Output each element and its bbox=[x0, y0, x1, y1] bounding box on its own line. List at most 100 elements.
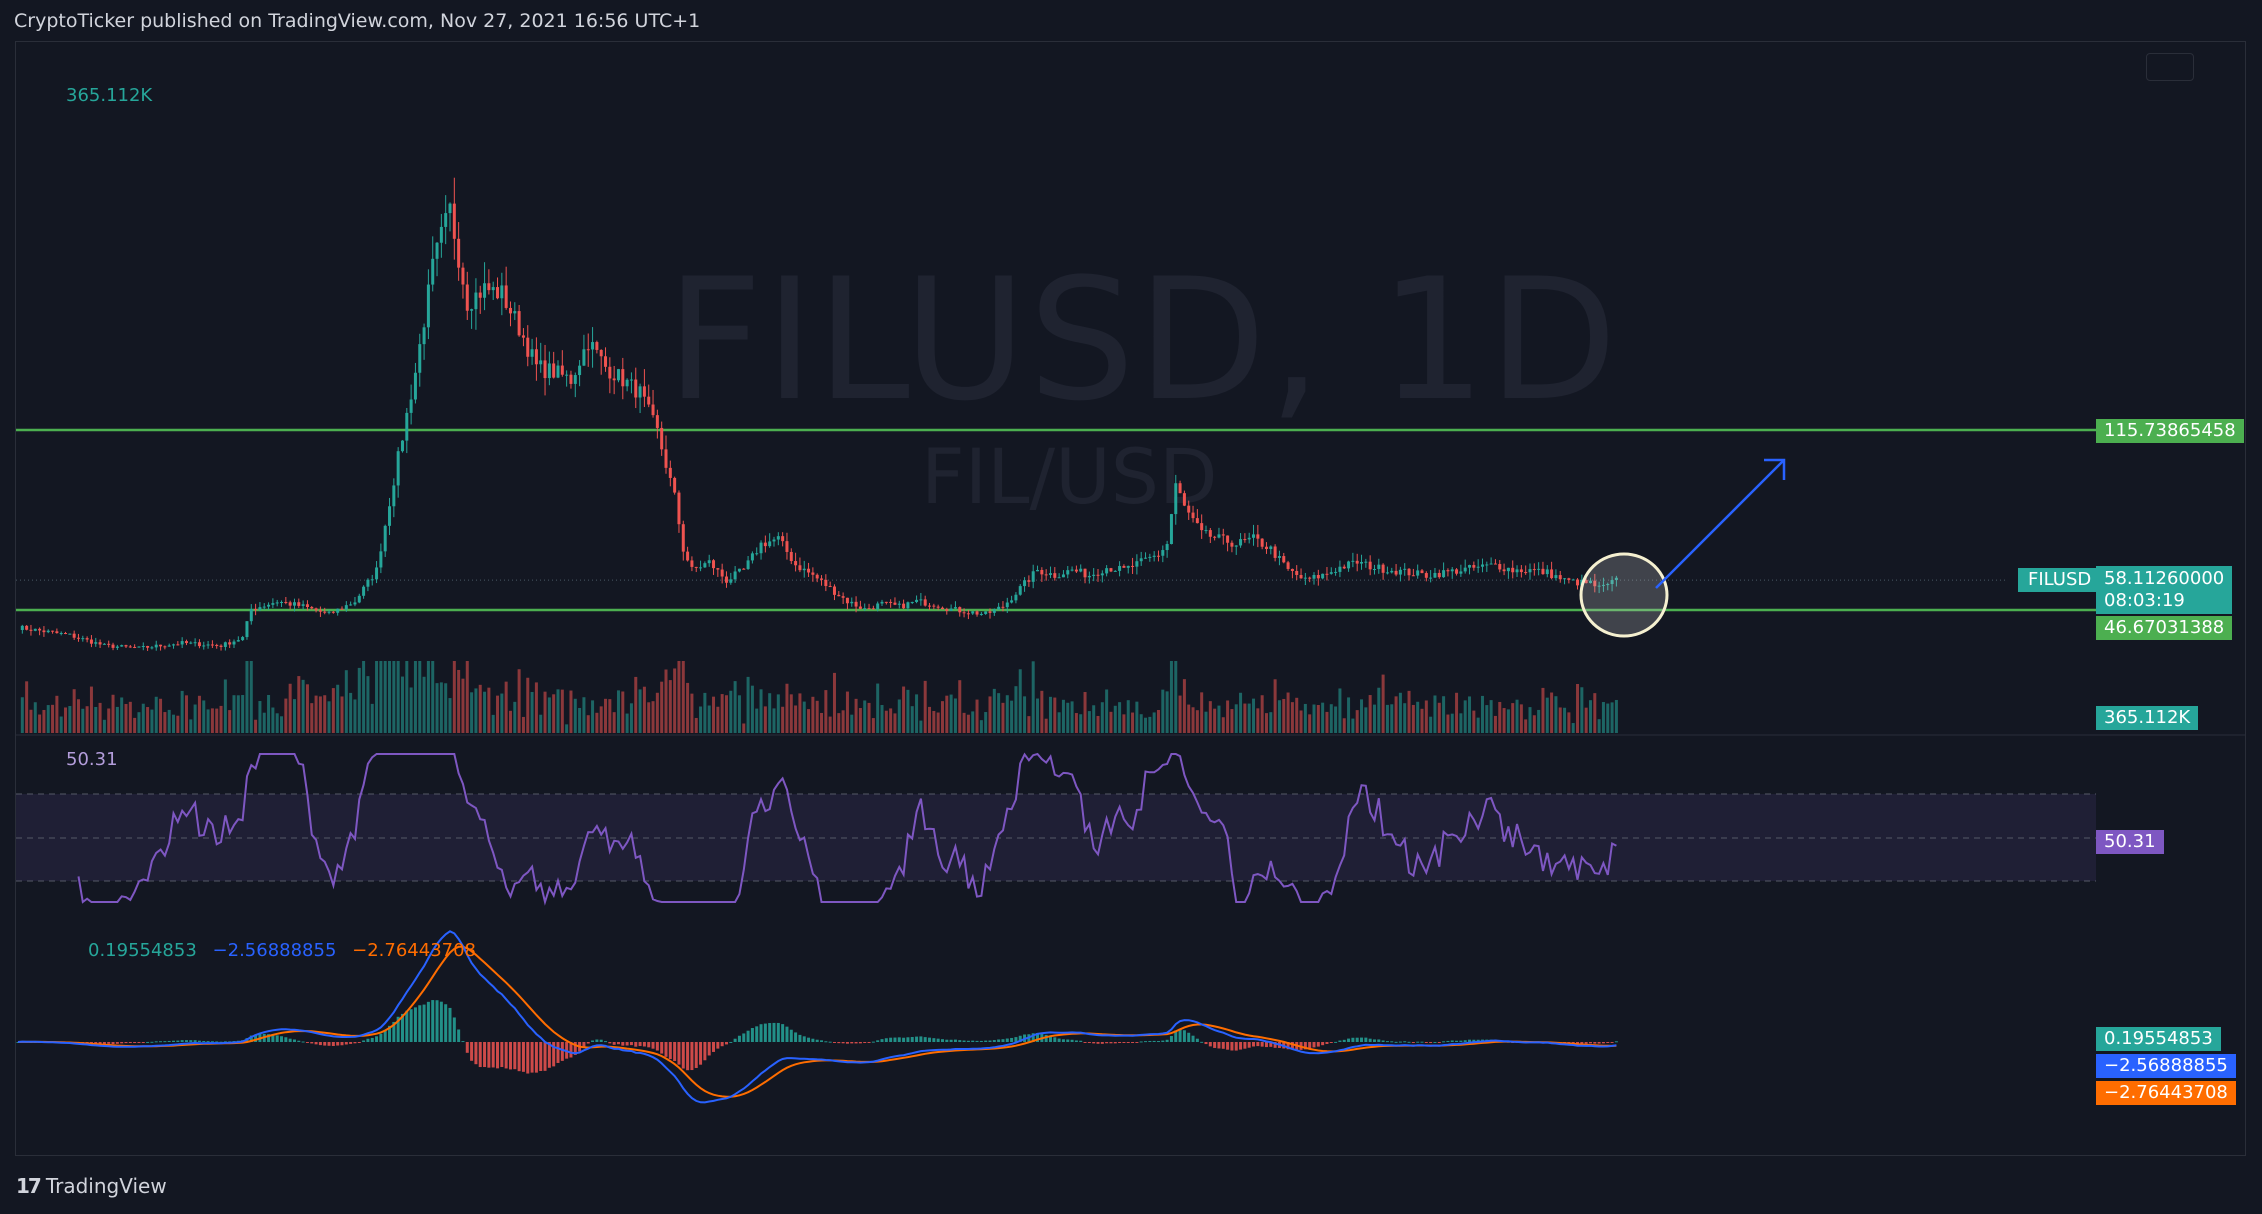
macd-histogram-bar bbox=[945, 1039, 949, 1042]
candle-body bbox=[1126, 565, 1130, 568]
macd-histogram-bar bbox=[1096, 1042, 1100, 1044]
macd-histogram-bar bbox=[400, 1013, 404, 1042]
volume-bar bbox=[621, 691, 625, 733]
macd-histogram-bar bbox=[383, 1029, 387, 1042]
candle-body bbox=[673, 477, 677, 493]
candle-body bbox=[543, 360, 547, 379]
macd-histogram-bar bbox=[651, 1042, 655, 1049]
macd-histogram-bar bbox=[724, 1042, 728, 1045]
volume-bar bbox=[915, 694, 919, 733]
candle-body bbox=[1584, 579, 1588, 584]
volume-bar bbox=[1083, 692, 1087, 733]
volume-bar bbox=[1122, 714, 1126, 733]
macd-histogram-bar bbox=[1316, 1042, 1320, 1047]
macd-histogram-bar bbox=[521, 1042, 525, 1072]
candle-body bbox=[1416, 570, 1420, 576]
candle-body bbox=[1420, 570, 1424, 574]
candle-body bbox=[552, 363, 556, 378]
candle-body bbox=[1273, 546, 1277, 558]
volume-bar bbox=[55, 695, 59, 733]
candle-body bbox=[1079, 568, 1083, 572]
candle-body bbox=[42, 630, 46, 633]
candle-body bbox=[357, 595, 361, 603]
volume-bar bbox=[94, 706, 98, 733]
macd-histogram-bar bbox=[483, 1042, 487, 1068]
volume-bar bbox=[1282, 698, 1286, 733]
candle-body bbox=[176, 644, 180, 646]
last-price-tag: 58.11260000 08:03:19 bbox=[2096, 566, 2233, 614]
candle-body bbox=[638, 386, 642, 398]
volume-bar bbox=[1256, 708, 1260, 733]
volume-bar bbox=[1493, 715, 1497, 733]
volume-bar bbox=[292, 699, 296, 733]
candle-body bbox=[1476, 566, 1480, 568]
macd-histogram-bar bbox=[500, 1042, 504, 1068]
candle-body bbox=[1437, 572, 1441, 578]
macd-histogram-bar bbox=[1070, 1039, 1074, 1042]
candle-body bbox=[167, 645, 171, 647]
macd-histogram-bar bbox=[16, 1042, 20, 1043]
macd-histogram-bar bbox=[781, 1024, 785, 1042]
macd-histogram-bar bbox=[867, 1042, 871, 1043]
volume-bar bbox=[1437, 702, 1441, 733]
macd-histogram-bar bbox=[897, 1037, 901, 1042]
candle-body bbox=[1489, 563, 1493, 565]
macd-histogram-bar bbox=[776, 1022, 780, 1042]
volume-bar bbox=[802, 701, 806, 733]
trend-arrow-head bbox=[1764, 458, 1786, 480]
candle-body bbox=[772, 539, 776, 542]
candle-body bbox=[1070, 569, 1074, 571]
tradingview-logo-icon: 17 bbox=[16, 1174, 42, 1198]
volume-bar bbox=[176, 715, 180, 733]
volume-bar bbox=[1420, 708, 1424, 733]
macd-histogram-bar bbox=[128, 1042, 132, 1043]
macd-histogram-bar bbox=[457, 1029, 461, 1042]
snapshot-button[interactable] bbox=[2146, 53, 2194, 81]
volume-bar bbox=[1213, 708, 1217, 733]
volume-bar bbox=[405, 661, 409, 733]
macd-histogram-bar bbox=[1437, 1042, 1441, 1043]
volume-bar bbox=[1398, 692, 1402, 733]
volume-bar bbox=[660, 681, 664, 733]
candle-body bbox=[742, 568, 746, 570]
volume-bar bbox=[1070, 701, 1074, 733]
macd-histogram-bar bbox=[444, 1004, 448, 1042]
candle-body bbox=[759, 542, 763, 554]
macd-histogram-bar bbox=[1252, 1042, 1256, 1047]
volume-bar bbox=[249, 661, 253, 733]
macd-histogram-bar bbox=[681, 1042, 685, 1069]
candle-body bbox=[137, 646, 141, 648]
candle-body bbox=[1372, 569, 1376, 571]
candle-body bbox=[1524, 572, 1528, 574]
candle-body bbox=[418, 344, 422, 373]
chart-frame[interactable]: FILUSD, 1D FIL/USD 365.112K 50.31 0.1955… bbox=[15, 41, 2246, 1156]
volume-bar bbox=[1485, 705, 1489, 733]
candle-body bbox=[647, 396, 651, 405]
macd-histogram-bar bbox=[1403, 1041, 1407, 1043]
macd-histogram-bar bbox=[612, 1042, 616, 1045]
macd-histogram-bar bbox=[375, 1036, 379, 1042]
volume-bar bbox=[794, 705, 798, 733]
macd-histogram-bar bbox=[923, 1037, 927, 1042]
candle-body bbox=[85, 638, 89, 640]
macd-histogram-bar bbox=[1347, 1038, 1351, 1042]
candle-body bbox=[1057, 577, 1061, 579]
macd-histogram-bar bbox=[1597, 1042, 1601, 1044]
macd-histogram-bar bbox=[1398, 1041, 1402, 1043]
candle-body bbox=[310, 607, 314, 609]
volume-bar bbox=[1364, 707, 1368, 733]
macd-histogram-bar bbox=[1195, 1038, 1199, 1042]
candle-body bbox=[163, 646, 167, 648]
publish-header: CryptoTicker published on TradingView.co… bbox=[14, 10, 701, 32]
candle-body bbox=[72, 633, 76, 638]
volume-bar bbox=[971, 711, 975, 733]
candle-body bbox=[465, 284, 469, 311]
macd-histogram-bar bbox=[1144, 1041, 1148, 1043]
volume-bar bbox=[642, 686, 646, 733]
macd-histogram-bar bbox=[1390, 1041, 1394, 1043]
macd-histogram-bar bbox=[1606, 1042, 1610, 1043]
volume-bar bbox=[461, 678, 465, 733]
chart-canvas[interactable] bbox=[16, 42, 2245, 1155]
macd-histogram-bar bbox=[1152, 1040, 1156, 1042]
macd-histogram-bar bbox=[893, 1037, 897, 1042]
